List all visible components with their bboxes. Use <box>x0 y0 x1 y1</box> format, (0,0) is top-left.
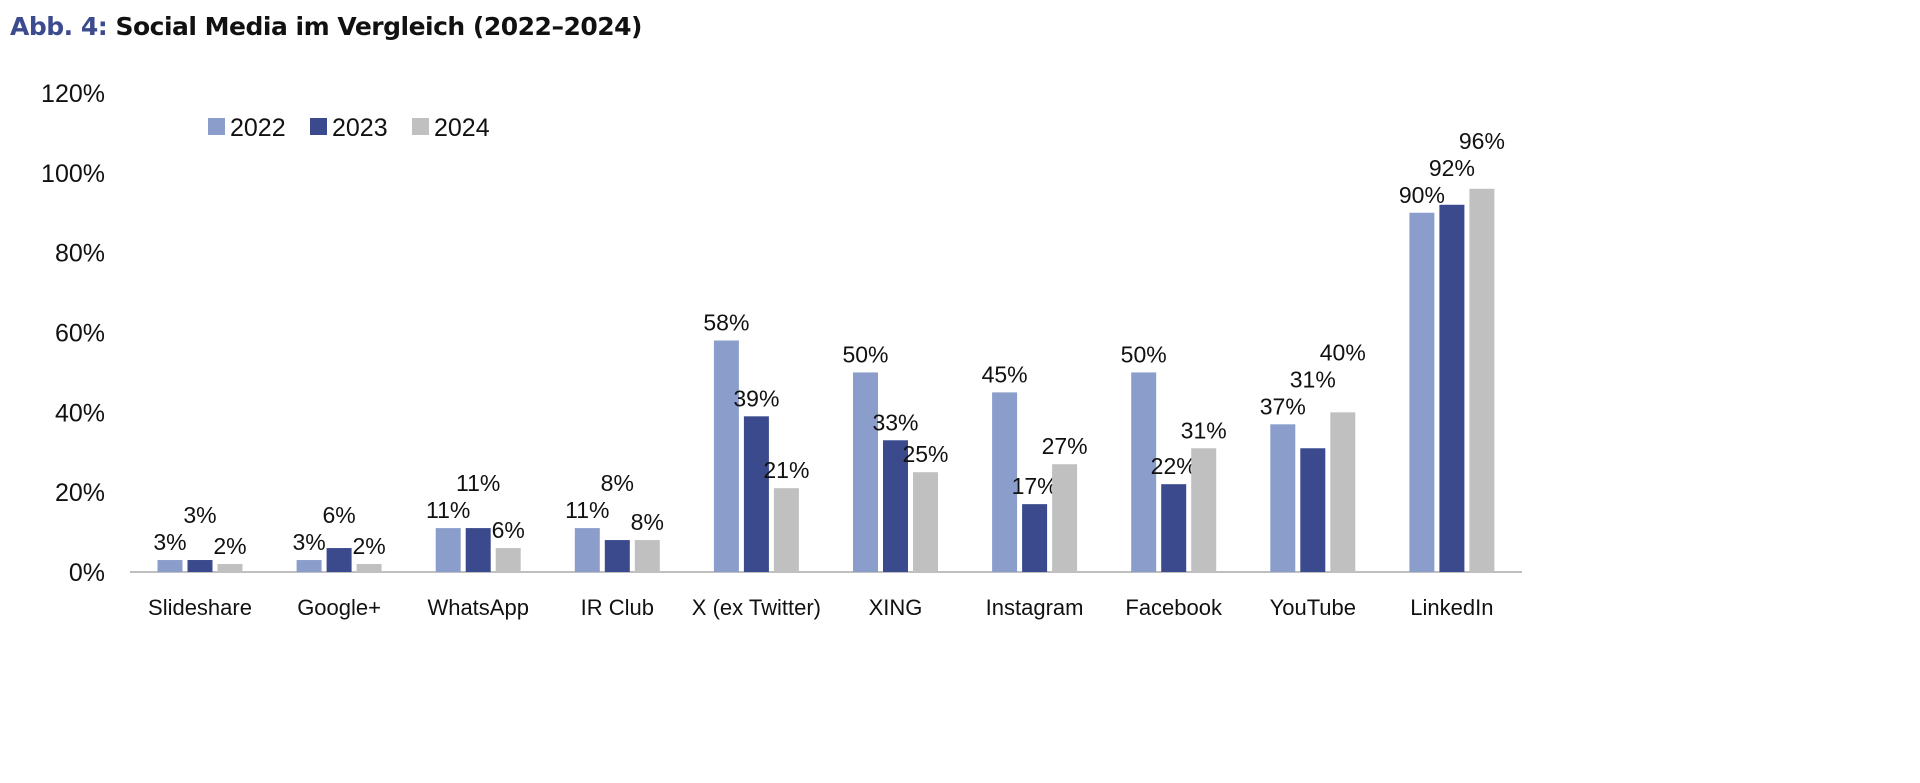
x-tick-label: Google+ <box>297 595 381 620</box>
bar-2023 <box>465 528 491 572</box>
x-tick-label: WhatsApp <box>427 595 529 620</box>
bar-2022 <box>1131 372 1157 572</box>
bar-2022 <box>296 560 322 572</box>
x-tick-label: LinkedIn <box>1410 595 1493 620</box>
bar-2024 <box>495 548 521 572</box>
bar-2023 <box>1022 504 1048 572</box>
figure-title-text: Social Media im Vergleich (2022–2024) <box>115 12 642 41</box>
legend-label: 2022 <box>230 114 286 142</box>
bar-2024 <box>1191 448 1217 572</box>
data-label: 37% <box>1260 393 1306 419</box>
y-tick-label: 80% <box>55 240 105 268</box>
y-tick-label: 20% <box>55 479 105 507</box>
x-tick-label: YouTube <box>1270 595 1356 620</box>
data-label: 21% <box>763 457 809 483</box>
data-label: 22% <box>1151 453 1197 479</box>
data-label: 31% <box>1290 366 1336 392</box>
x-tick-label: Instagram <box>986 595 1084 620</box>
data-label: 11% <box>456 470 500 496</box>
figure-number: Abb. 4: <box>10 12 108 41</box>
legend-swatch-2023 <box>310 118 327 135</box>
bar-2023 <box>883 440 908 572</box>
legend-label: 2024 <box>434 114 490 142</box>
bar-2022 <box>853 372 878 572</box>
data-label: 31% <box>1181 417 1227 443</box>
bar-2022 <box>992 392 1018 572</box>
x-tick-label: Facebook <box>1125 595 1223 620</box>
bar-2023 <box>1300 448 1326 572</box>
data-label: 96% <box>1459 128 1505 154</box>
data-label: 3% <box>153 529 186 555</box>
y-tick-label: 0% <box>69 559 105 587</box>
data-label: 33% <box>872 409 918 435</box>
bar-2022 <box>1270 424 1296 572</box>
data-label: 50% <box>1121 341 1167 367</box>
figure-title: Abb. 4: Social Media im Vergleich (2022–… <box>10 12 642 41</box>
data-label: 39% <box>733 385 779 411</box>
y-tick-label: 120% <box>41 80 105 108</box>
data-label: 50% <box>842 341 888 367</box>
bar-2023 <box>187 560 213 572</box>
data-label: 3% <box>183 502 216 528</box>
data-label: 17% <box>1012 473 1058 499</box>
legend-label: 2023 <box>332 114 388 142</box>
legend-swatch-2022 <box>208 118 225 135</box>
bar-2023 <box>1161 484 1187 572</box>
data-label: 25% <box>902 441 948 467</box>
data-label: 58% <box>703 309 749 335</box>
data-label: 6% <box>492 517 525 543</box>
bar-2024 <box>217 564 243 572</box>
bar-2024 <box>356 564 382 572</box>
bar-2024 <box>1052 464 1078 572</box>
y-tick-label: 100% <box>41 160 105 188</box>
bar-2023 <box>1439 204 1465 572</box>
data-label: 3% <box>292 529 325 555</box>
data-label: 11% <box>565 497 609 523</box>
data-label: 2% <box>213 533 246 559</box>
data-label: 27% <box>1042 433 1088 459</box>
bar-2024 <box>634 540 660 572</box>
data-label: 6% <box>322 502 355 528</box>
legend-swatch-2024 <box>412 118 429 135</box>
data-label: 40% <box>1320 339 1366 365</box>
bar-2024 <box>1330 412 1356 572</box>
bar-2022 <box>713 340 739 572</box>
bar-2023 <box>743 416 769 572</box>
bar-2022 <box>1409 212 1435 572</box>
x-tick-label: X (ex Twitter) <box>692 595 821 620</box>
bar-2022 <box>574 528 600 572</box>
x-tick-label: XING <box>869 595 923 620</box>
data-label: 45% <box>982 361 1028 387</box>
data-label: 92% <box>1429 155 1475 181</box>
y-tick-label: 40% <box>55 399 105 427</box>
bar-2024 <box>773 488 799 572</box>
y-tick-label: 60% <box>55 320 105 348</box>
bar-2024 <box>913 472 938 572</box>
bar-2024 <box>1469 188 1495 573</box>
data-label: 90% <box>1399 182 1445 208</box>
bar-2022 <box>435 528 461 572</box>
data-label: 8% <box>631 509 664 535</box>
bar-2023 <box>604 540 630 572</box>
x-tick-label: IR Club <box>581 595 654 620</box>
data-label: 11% <box>426 497 470 523</box>
bar-2023 <box>326 548 352 572</box>
data-label: 2% <box>352 533 385 559</box>
data-label: 8% <box>601 470 634 496</box>
bar-2022 <box>157 560 183 572</box>
x-tick-label: Slideshare <box>148 595 252 620</box>
